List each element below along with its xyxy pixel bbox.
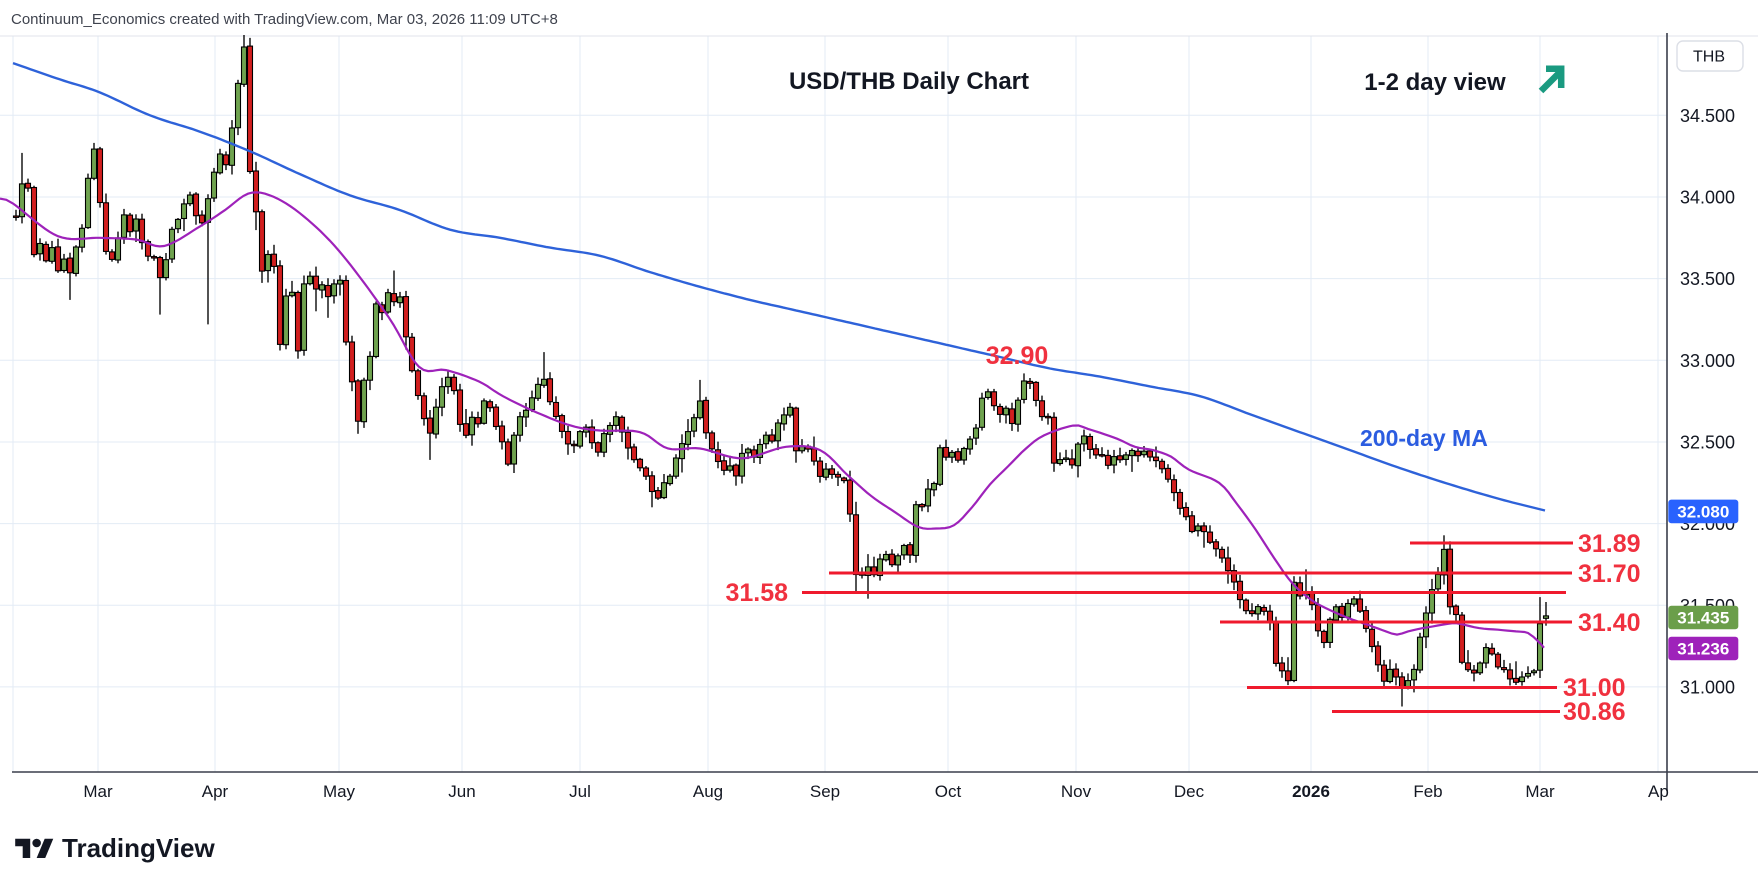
svg-text:33.000: 33.000 <box>1680 351 1735 371</box>
svg-text:Continuum_Economics created wi: Continuum_Economics created with Trading… <box>11 11 558 28</box>
svg-text:Oct: Oct <box>935 782 962 801</box>
svg-text:200-day MA: 200-day MA <box>1360 425 1488 451</box>
svg-text:Mar: Mar <box>1525 782 1555 801</box>
svg-text:Jun: Jun <box>448 782 475 801</box>
svg-text:31.236: 31.236 <box>1677 640 1729 659</box>
svg-text:TradingView: TradingView <box>62 833 215 863</box>
svg-text:34.500: 34.500 <box>1680 106 1735 126</box>
svg-text:Ap: Ap <box>1648 782 1669 801</box>
svg-text:2026: 2026 <box>1292 782 1330 801</box>
svg-text:Sep: Sep <box>810 782 840 801</box>
svg-text:Feb: Feb <box>1413 782 1442 801</box>
svg-text:Apr: Apr <box>202 782 229 801</box>
svg-text:31.435: 31.435 <box>1677 609 1729 628</box>
svg-text:1-2 day view: 1-2 day view <box>1364 69 1506 96</box>
svg-text:32.90: 32.90 <box>986 342 1049 370</box>
svg-text:31.00: 31.00 <box>1563 674 1626 702</box>
svg-text:31.58: 31.58 <box>725 579 788 607</box>
svg-text:34.000: 34.000 <box>1680 188 1735 208</box>
svg-text:THB: THB <box>1693 49 1725 66</box>
svg-text:31.40: 31.40 <box>1578 609 1641 637</box>
svg-text:33.500: 33.500 <box>1680 269 1735 289</box>
svg-text:Aug: Aug <box>693 782 723 801</box>
svg-text:Jul: Jul <box>569 782 591 801</box>
svg-text:USD/THB Daily Chart: USD/THB Daily Chart <box>789 68 1029 95</box>
svg-text:May: May <box>323 782 356 801</box>
svg-text:31.000: 31.000 <box>1680 677 1735 697</box>
svg-text:32.080: 32.080 <box>1677 503 1729 522</box>
svg-text:31.89: 31.89 <box>1578 530 1641 558</box>
svg-text:Mar: Mar <box>83 782 113 801</box>
svg-text:Nov: Nov <box>1061 782 1092 801</box>
svg-text:Dec: Dec <box>1174 782 1205 801</box>
svg-text:32.500: 32.500 <box>1680 433 1735 453</box>
svg-text:31.70: 31.70 <box>1578 560 1641 588</box>
svg-text:30.86: 30.86 <box>1563 698 1626 726</box>
